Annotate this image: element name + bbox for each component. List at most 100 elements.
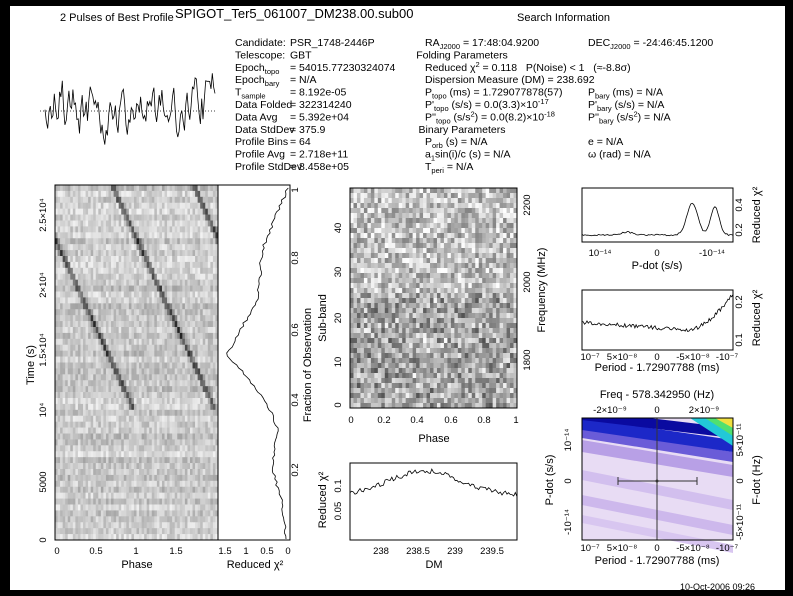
pixel xyxy=(65,522,69,529)
pixel xyxy=(475,203,480,209)
pixel xyxy=(350,238,354,244)
pixel xyxy=(202,386,206,393)
pixel xyxy=(154,297,158,304)
pixel xyxy=(398,268,403,274)
pixel xyxy=(353,288,358,294)
pixel xyxy=(93,516,97,523)
pixel xyxy=(93,451,97,458)
pixel xyxy=(136,185,140,192)
pixel xyxy=(156,196,160,204)
pixel xyxy=(60,267,63,275)
pixel xyxy=(136,403,140,411)
pixel xyxy=(118,510,122,517)
pixel xyxy=(189,486,193,493)
pixel xyxy=(391,228,396,234)
info-value: = 64 xyxy=(290,136,311,148)
pixel xyxy=(409,228,413,234)
pixel xyxy=(131,486,135,493)
pixel xyxy=(136,368,140,375)
pixel xyxy=(100,309,104,316)
pixel xyxy=(200,510,204,517)
pixel xyxy=(412,283,417,289)
pixel xyxy=(105,327,109,334)
pixel xyxy=(55,208,58,215)
pixel xyxy=(409,233,413,239)
pixel xyxy=(149,285,153,292)
pixel xyxy=(85,368,89,375)
pixel xyxy=(75,303,79,310)
pixel xyxy=(131,427,135,434)
pixel xyxy=(172,350,176,357)
pixel xyxy=(88,291,91,298)
pixel xyxy=(506,238,511,244)
pixel xyxy=(179,208,183,215)
pixel xyxy=(85,534,89,541)
pixel xyxy=(184,297,188,304)
pixel xyxy=(131,303,135,310)
pixel xyxy=(108,480,112,488)
pixel xyxy=(197,534,201,541)
pixel xyxy=(161,196,165,204)
pixel xyxy=(363,243,368,249)
pixel xyxy=(200,196,204,204)
pixel xyxy=(202,451,206,458)
pixel xyxy=(159,190,163,198)
pixel xyxy=(192,386,196,393)
pixel xyxy=(133,350,137,357)
pixel xyxy=(174,516,178,523)
pixel xyxy=(499,263,504,269)
pixel xyxy=(426,268,431,274)
pixel xyxy=(192,457,196,464)
pixel xyxy=(195,356,198,363)
pixel xyxy=(172,486,176,493)
pixel xyxy=(381,273,386,279)
pixel xyxy=(146,285,150,292)
info-text: P' xyxy=(588,99,597,111)
pixel xyxy=(126,522,130,529)
filename: SPIGOT_Ter5_061007_DM238.00.sub00 xyxy=(175,6,414,21)
pixel xyxy=(141,285,145,292)
pixel xyxy=(113,486,117,493)
pixel xyxy=(192,380,196,387)
pixel xyxy=(454,208,459,214)
pixel xyxy=(503,228,507,234)
pixel xyxy=(118,250,122,257)
pixel xyxy=(133,534,137,541)
pixel xyxy=(496,258,500,264)
pixel xyxy=(189,338,193,346)
pixel xyxy=(116,232,119,239)
pixel xyxy=(72,510,76,517)
pixel xyxy=(215,427,219,434)
pixel xyxy=(506,208,511,214)
pixel xyxy=(113,534,117,541)
pixel xyxy=(370,213,375,219)
info-sup: -18 xyxy=(544,109,555,118)
pixel xyxy=(75,238,79,245)
pixel xyxy=(205,208,209,215)
pixel xyxy=(98,261,102,269)
pixel xyxy=(471,283,476,289)
pixel xyxy=(121,190,125,198)
pixel xyxy=(461,208,466,214)
pixel xyxy=(506,253,511,259)
pixel xyxy=(103,398,107,405)
pixel xyxy=(123,309,127,316)
pixel xyxy=(80,463,84,470)
pixel xyxy=(167,403,170,411)
pixel xyxy=(200,202,204,209)
pixel xyxy=(75,427,79,434)
pixel xyxy=(75,344,79,351)
pixel xyxy=(141,332,145,340)
pixel xyxy=(146,451,150,458)
pixel xyxy=(118,463,122,470)
pixel xyxy=(72,238,76,245)
pixel xyxy=(478,213,483,219)
pixel xyxy=(363,248,368,254)
pixel xyxy=(184,196,188,204)
pixel xyxy=(450,283,455,289)
pixel xyxy=(195,273,198,280)
pixel xyxy=(202,256,206,263)
pixel xyxy=(436,263,441,269)
pixel xyxy=(360,283,365,289)
pixel xyxy=(210,202,214,209)
